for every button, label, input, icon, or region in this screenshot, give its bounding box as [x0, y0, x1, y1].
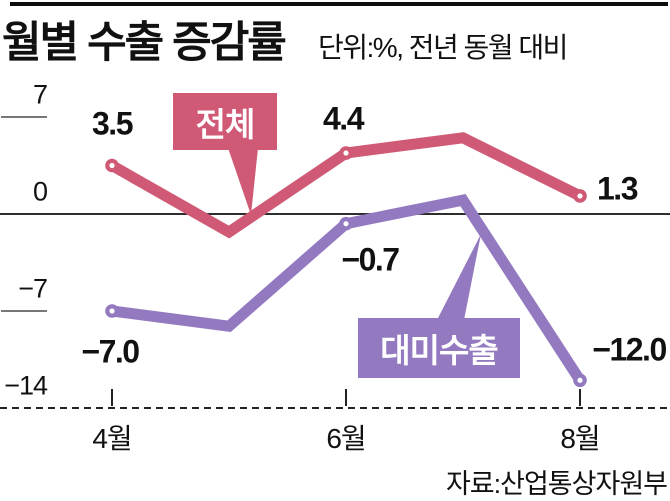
ytick-label: 0: [32, 176, 48, 207]
marker-0: [105, 158, 119, 173]
xtick-label: 8월: [560, 423, 600, 454]
value-label: −0.7: [341, 241, 400, 278]
callout-pointer-total: [228, 148, 258, 215]
xtick-label: 4월: [92, 423, 132, 454]
ytick-label: −7: [18, 273, 48, 304]
source-credit: 자료:산업통상자원부: [445, 469, 668, 499]
xtick-label: 6월: [326, 423, 366, 454]
top-rule: [10, 2, 668, 6]
marker-1: [573, 373, 587, 388]
chart-title: 월별 수출 증감률: [2, 19, 287, 67]
legend-callout-us: 대미수출: [358, 318, 520, 378]
value-label: 4.4: [323, 100, 364, 137]
marker-0: [339, 146, 353, 160]
legend-callout-total: 전체: [173, 93, 277, 150]
ytick-label: 7: [32, 79, 48, 110]
marker-1: [105, 304, 119, 318]
marker-0: [573, 189, 587, 203]
value-label: −7.0: [81, 333, 140, 370]
value-label: 1.3: [597, 170, 638, 207]
value-label: 3.5: [92, 105, 133, 141]
chart-unit-note: 단위:%, 전년 동월 대비: [318, 32, 568, 63]
value-label: −12.0: [592, 331, 667, 368]
marker-1: [339, 216, 353, 231]
callout-pointer-us: [437, 234, 481, 320]
ytick-label: −14: [4, 370, 48, 401]
